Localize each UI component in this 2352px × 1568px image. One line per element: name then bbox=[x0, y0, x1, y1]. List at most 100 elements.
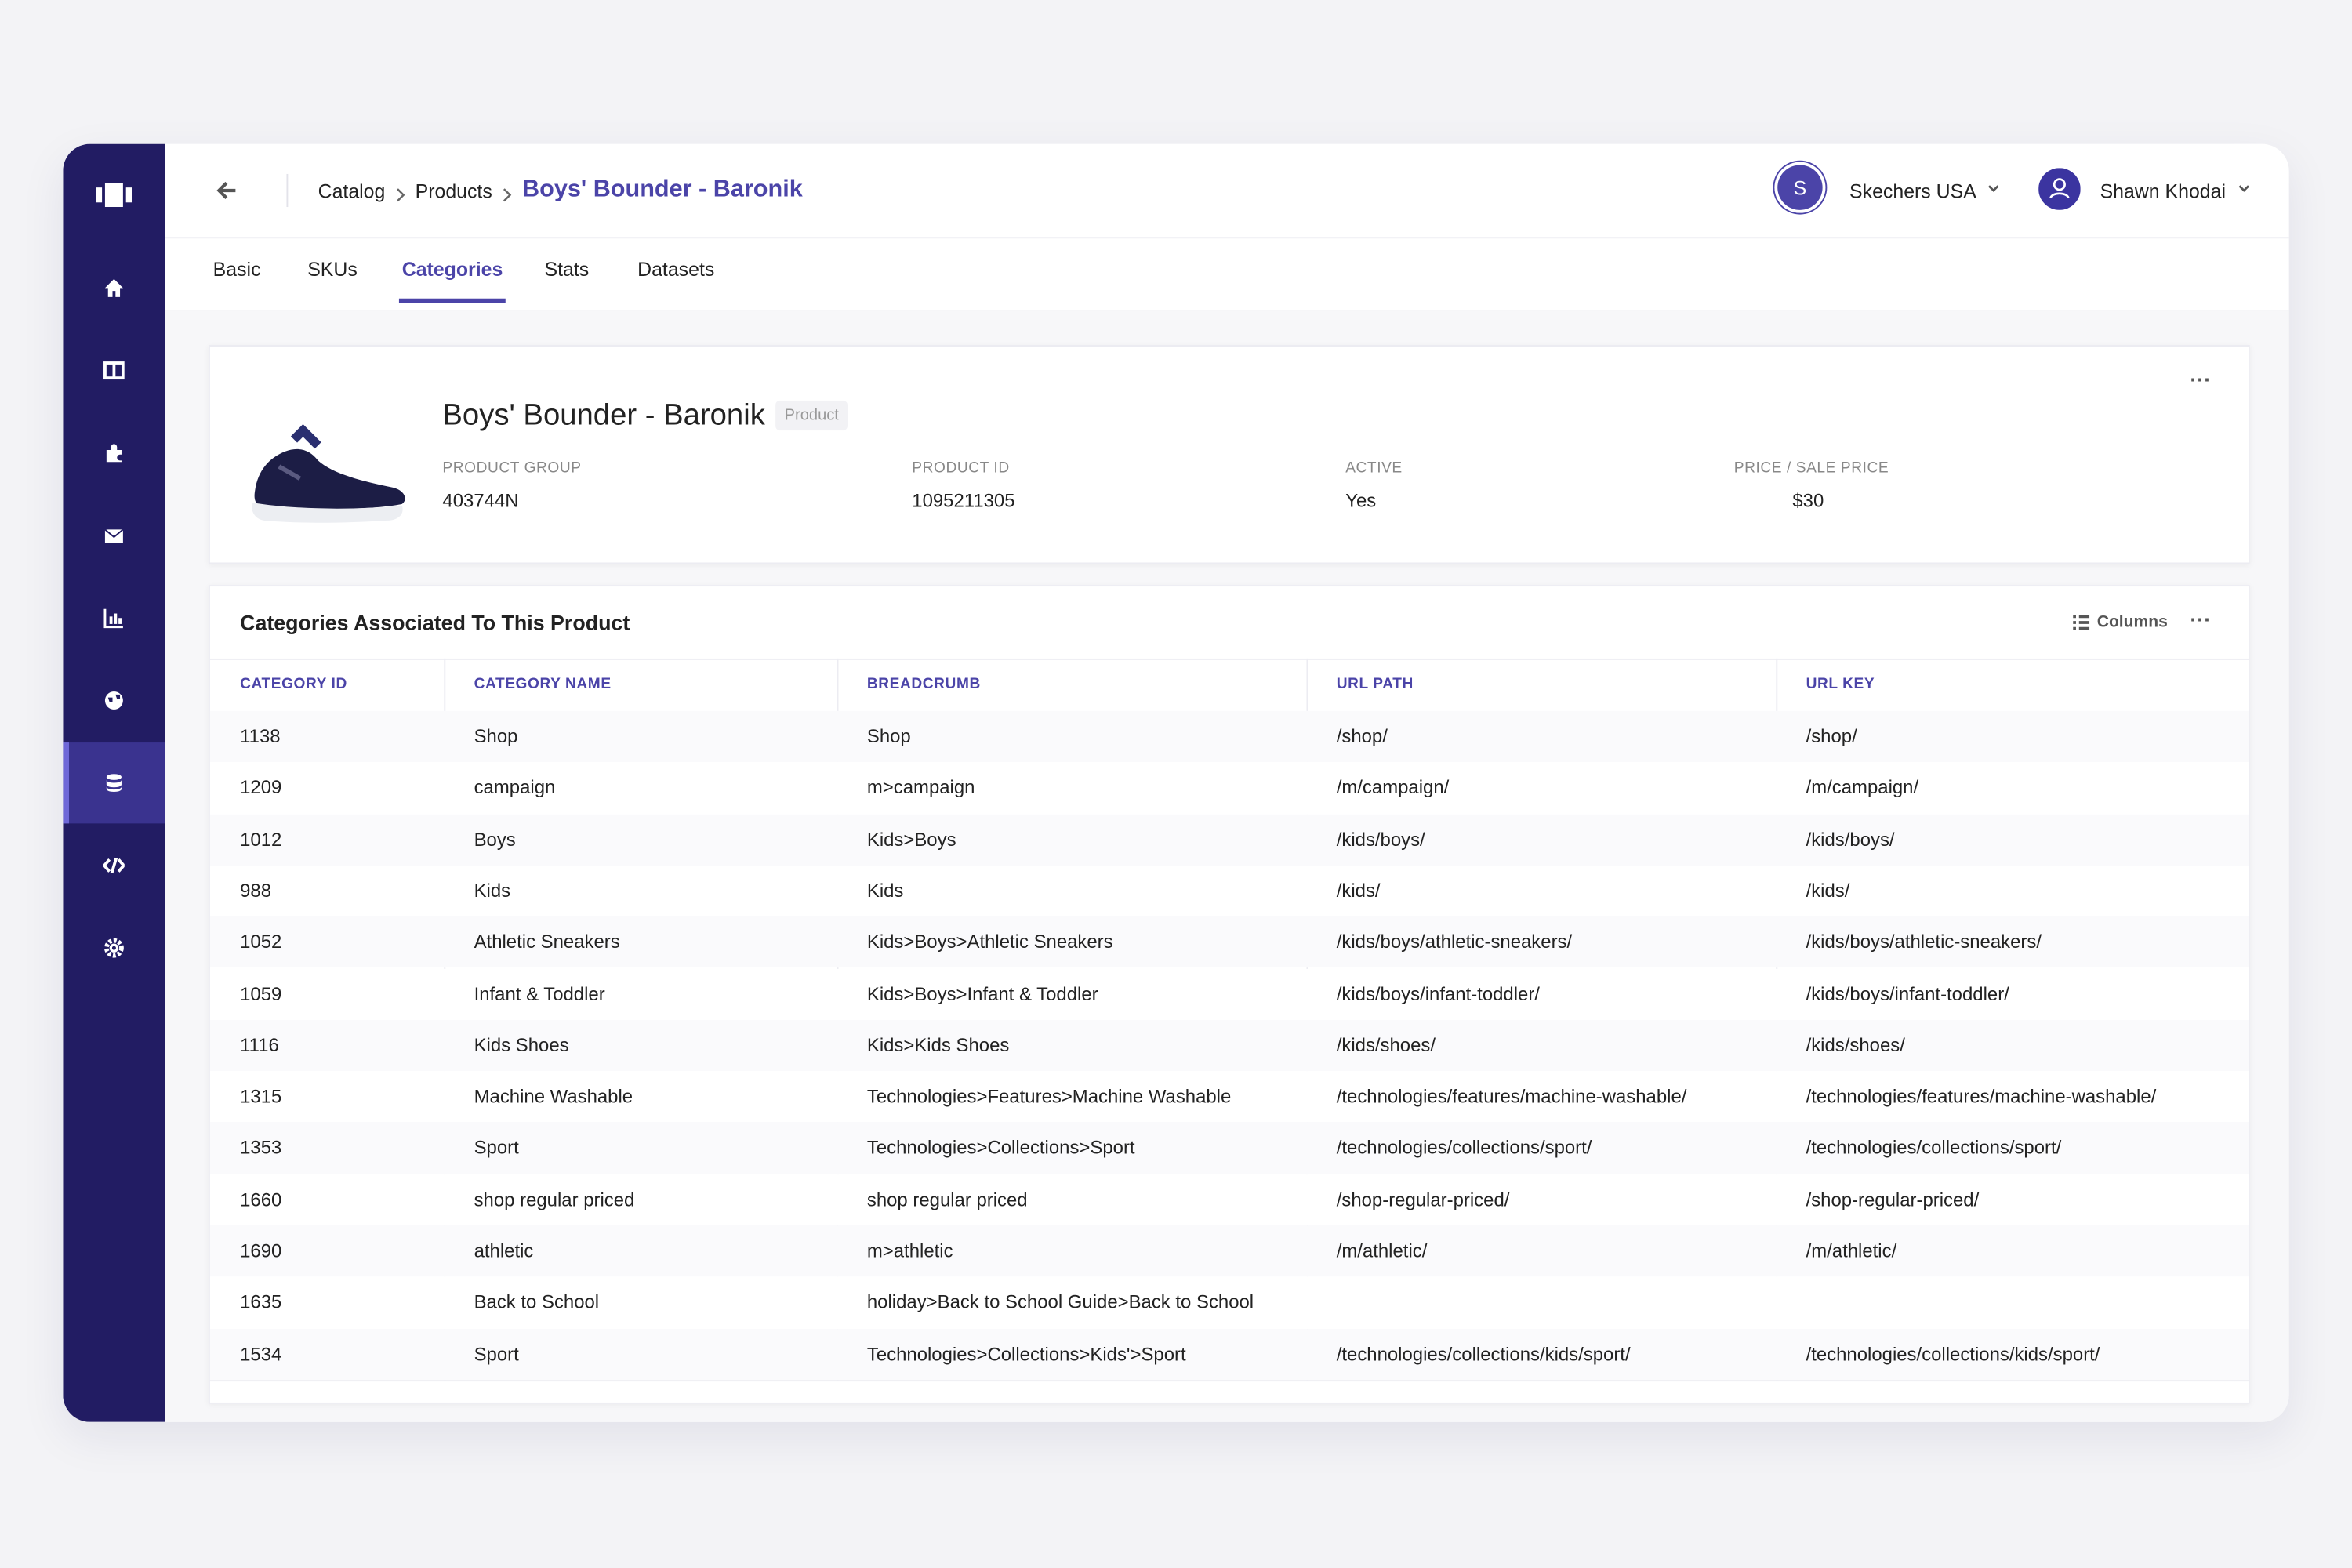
table-cell: /m/athletic/ bbox=[1806, 1240, 1897, 1262]
table-cell: /kids/boys/ bbox=[1336, 829, 1425, 851]
table-cell: 988 bbox=[240, 880, 272, 902]
nav-settings[interactable] bbox=[103, 938, 125, 959]
column-header[interactable]: URL PATH bbox=[1336, 676, 1414, 693]
table-cell: Technologies>Collections>Kids'>Sport bbox=[866, 1343, 1186, 1365]
table-row bbox=[209, 1174, 2249, 1226]
table-cell: /kids/ bbox=[1336, 880, 1381, 902]
table-cell: Shop bbox=[866, 726, 911, 747]
table-title: Categories Associated To This Product bbox=[240, 610, 630, 635]
table-cell: Kids>Boys>Infant & Toddler bbox=[866, 983, 1098, 1004]
chevron bbox=[1988, 185, 1999, 192]
tab[interactable]: Stats bbox=[544, 258, 590, 281]
table-cell: holiday>Back to School Guide>Back to Sch… bbox=[866, 1291, 1254, 1313]
table-cell: 1635 bbox=[240, 1291, 282, 1313]
columns-button[interactable]: Columns bbox=[2096, 613, 2168, 632]
field-value: Yes bbox=[1345, 490, 1377, 512]
table-cell: Boys bbox=[474, 829, 516, 851]
table-cell: /technologies/features/machine-washable/ bbox=[1336, 1086, 1687, 1108]
table-cell: 1209 bbox=[240, 777, 282, 799]
table-row bbox=[209, 1019, 2249, 1072]
field-value: $30 bbox=[1792, 490, 1824, 512]
table-cell: athletic bbox=[474, 1240, 534, 1262]
user-avatar[interactable] bbox=[2038, 168, 2081, 210]
column-header[interactable]: CATEGORY NAME bbox=[474, 676, 612, 693]
nav-globe[interactable] bbox=[103, 690, 125, 711]
back-button[interactable] bbox=[216, 180, 238, 201]
table-cell: Shop bbox=[474, 726, 518, 747]
table-cell: /m/campaign/ bbox=[1336, 777, 1450, 799]
org-avatar[interactable]: S bbox=[1777, 165, 1823, 210]
table-cell: /technologies/collections/sport/ bbox=[1336, 1138, 1592, 1159]
breadcrumb-separator bbox=[503, 183, 512, 202]
table-cell: 1138 bbox=[240, 726, 281, 747]
table-cell: Kids bbox=[474, 880, 511, 902]
table-cell: /kids/boys/athletic-sneakers/ bbox=[1806, 931, 2042, 953]
table-cell: 1534 bbox=[240, 1343, 282, 1365]
table-cell: Sport bbox=[474, 1343, 519, 1365]
field-label: ACTIVE bbox=[1345, 460, 1403, 477]
table-row bbox=[209, 1276, 2249, 1329]
tabs: Basic SKUs Categories Stats Datasets bbox=[165, 237, 2289, 312]
breadcrumb-link[interactable]: Products bbox=[415, 179, 492, 202]
nav-database[interactable] bbox=[103, 772, 125, 793]
field-value: 403744N bbox=[442, 490, 519, 512]
nav-mail[interactable] bbox=[103, 525, 125, 546]
column-header[interactable]: BREADCRUMB bbox=[866, 676, 981, 693]
table-cell: Kids bbox=[866, 880, 904, 902]
table-cell: m>athletic bbox=[866, 1240, 953, 1262]
table-cell: Infant & Toddler bbox=[474, 983, 605, 1004]
table-cell: Sport bbox=[474, 1138, 519, 1159]
table-cell: /kids/ bbox=[1806, 880, 1850, 902]
more-menu[interactable]: ··· bbox=[2190, 607, 2212, 632]
nav-home[interactable] bbox=[103, 278, 125, 299]
columns-icon bbox=[2073, 615, 2090, 630]
nav-plugins[interactable] bbox=[103, 442, 125, 463]
page-title: Boys' Bounder - Baronik bbox=[522, 176, 803, 203]
table-cell: /kids/boys/ bbox=[1806, 829, 1895, 851]
nav-code[interactable] bbox=[103, 855, 125, 877]
table-cell: /kids/boys/infant-toddler/ bbox=[1806, 983, 2009, 1004]
table-cell: shop regular priced bbox=[866, 1189, 1028, 1210]
column-header[interactable]: CATEGORY ID bbox=[240, 676, 347, 693]
table-cell: /m/campaign/ bbox=[1806, 777, 1919, 799]
app-window: Catalog Products Boys' Bounder - Baronik S… bbox=[63, 143, 2289, 1422]
table-card: Categories Associated To This Product Co… bbox=[208, 585, 2250, 1404]
table-cell: /shop/ bbox=[1336, 726, 1388, 747]
product-image bbox=[252, 424, 405, 523]
table-cell: Technologies>Collections>Sport bbox=[866, 1138, 1135, 1159]
table-row bbox=[209, 968, 2249, 1020]
tab[interactable]: Datasets bbox=[637, 258, 715, 281]
chevron bbox=[2238, 185, 2249, 192]
tab[interactable]: Categories bbox=[398, 258, 506, 303]
table-cell: 1012 bbox=[240, 829, 282, 851]
table-cell: 1690 bbox=[240, 1240, 282, 1262]
table-cell: m>campaign bbox=[866, 777, 975, 799]
header-border bbox=[165, 237, 2289, 239]
table-cell: /kids/boys/athletic-sneakers/ bbox=[1336, 931, 1573, 953]
product-card: Boys' Bounder - Baronik Product PRODUCT … bbox=[208, 345, 2250, 564]
field-label: PRODUCT ID bbox=[912, 460, 1010, 477]
table-cell: 1059 bbox=[240, 983, 282, 1004]
org-name[interactable]: Skechers USA bbox=[1849, 180, 1976, 203]
more-menu[interactable]: ··· bbox=[2190, 367, 2212, 392]
field-value: 1095211305 bbox=[912, 490, 1015, 512]
table-cell: Kids>Kids Shoes bbox=[866, 1034, 1010, 1056]
table-cell: /shop-regular-priced/ bbox=[1336, 1189, 1510, 1210]
tab[interactable]: SKUs bbox=[307, 258, 358, 281]
nav-table[interactable] bbox=[103, 360, 125, 381]
logo bbox=[96, 183, 132, 208]
tab[interactable]: Basic bbox=[212, 258, 261, 281]
table-cell: Back to School bbox=[474, 1291, 600, 1313]
table-cell: shop regular priced bbox=[474, 1189, 635, 1210]
table-cell: /kids/boys/infant-toddler/ bbox=[1336, 983, 1540, 1004]
table-cell: /technologies/collections/kids/sport/ bbox=[1336, 1343, 1631, 1365]
breadcrumb-link[interactable]: Catalog bbox=[318, 179, 386, 202]
table-cell: /technologies/collections/sport/ bbox=[1806, 1138, 2062, 1159]
table-cell: Kids>Boys bbox=[866, 829, 956, 851]
column-header[interactable]: URL KEY bbox=[1806, 676, 1875, 693]
table-cell: /shop-regular-priced/ bbox=[1806, 1189, 1980, 1210]
nav-stats[interactable] bbox=[103, 608, 125, 629]
user-name[interactable]: Shawn Khodai bbox=[2100, 180, 2226, 203]
